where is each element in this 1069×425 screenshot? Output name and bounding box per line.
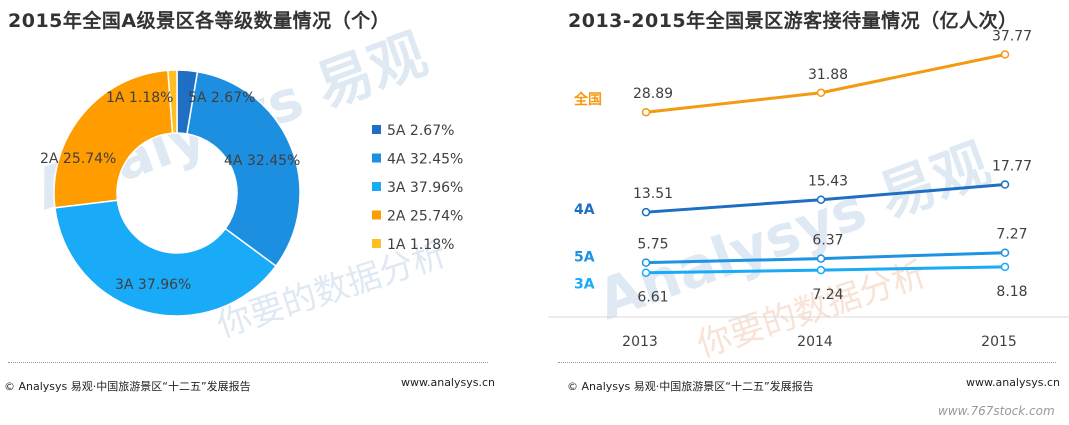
legend-swatch-4a	[372, 153, 381, 163]
donut-slice-3a	[54, 199, 278, 317]
donut-slice-2a	[53, 69, 174, 209]
data-label-3A-2013: 6.61	[637, 290, 668, 306]
donut-label-5a: 5A 2.67%	[188, 90, 255, 106]
right-divider	[558, 362, 1056, 363]
donut-slice-4a	[186, 70, 301, 268]
legend-label-3a: 3A 37.96%	[387, 180, 463, 196]
series-point-4A-2015	[1000, 180, 1010, 189]
donut-chart-title: 2015年全国A级景区各等级数量情况（个）	[8, 10, 391, 32]
data-label-3A-2014: 7.24	[812, 287, 843, 303]
data-label-5A-2014: 6.37	[812, 233, 843, 249]
right-footer-url[interactable]: www.analysys.cn	[966, 376, 1060, 389]
data-label-全国-2014: 31.88	[808, 67, 848, 83]
legend-label-5a: 5A 2.67%	[387, 123, 454, 139]
series-name-3A: 3A	[574, 277, 595, 293]
data-label-4A-2015: 17.77	[992, 158, 1032, 174]
donut-slice-1a	[167, 69, 178, 134]
x-tick-label-2015: 2015	[981, 334, 1017, 350]
series-point-3A-2015	[1000, 262, 1010, 272]
series-line-全国	[645, 53, 1006, 114]
data-label-全国-2013: 28.89	[633, 86, 673, 102]
series-point-3A-2013	[641, 268, 651, 277]
legend-label-4a: 4A 32.45%	[387, 152, 463, 168]
donut-label-4a: 4A 32.45%	[224, 153, 300, 169]
legend-swatch-1a	[372, 239, 381, 248]
right-footer-source: © Analysys 易观·中国旅游景区“十二五”发展报告	[567, 380, 814, 393]
line-chart: 2013 2014 2015 28.89 31.88 37.77 全国 13.51 15.43 1…	[548, 28, 1069, 350]
legend-swatch-3a	[372, 182, 381, 191]
series-point-5A-2014	[816, 254, 826, 263]
donut-chart: 5A 2.67% 4A 32.45% 3A 37.96% 2A 25.74% 1A 1.…	[40, 69, 463, 317]
data-label-4A-2014: 15.43	[808, 174, 848, 190]
line-chart-title: 2013-2015年全国景区游客接待量情况（亿人次）	[568, 10, 1018, 32]
data-label-5A-2015: 7.27	[996, 227, 1027, 243]
series-point-全国-2015	[1000, 50, 1010, 59]
donut-label-2a: 2A 25.74%	[40, 151, 116, 167]
donut-chart-panel: 2015年全国A级景区各等级数量情况（个） 5A 2.67% 4A 32.45% 3…	[0, 0, 500, 425]
series-point-5A-2015	[1000, 248, 1010, 257]
series-point-5A-2013	[641, 258, 651, 267]
line-chart-panel: 2013-2015年全国景区游客接待量情况（亿人次） 2013 2014 2015 2…	[548, 0, 1069, 425]
series-point-3A-2014	[816, 265, 826, 275]
series-name-5A: 5A	[574, 250, 595, 266]
data-label-全国-2015: 37.77	[992, 28, 1032, 44]
site-stamp: www.767stock.com	[938, 404, 1055, 418]
left-divider	[8, 362, 488, 363]
left-footer-source: © Analysys 易观·中国旅游景区“十二五”发展报告	[4, 380, 251, 393]
data-label-4A-2013: 13.51	[633, 186, 673, 202]
x-tick-label-2013: 2013	[622, 334, 658, 350]
series-line-3A	[645, 265, 1006, 275]
series-name-全国: 全国	[573, 91, 602, 108]
left-footer-url[interactable]: www.analysys.cn	[401, 376, 495, 389]
series-name-4A: 4A	[574, 202, 595, 218]
series-line-5A	[645, 251, 1006, 265]
series-point-全国-2013	[641, 107, 651, 117]
series-point-4A-2014	[816, 195, 826, 204]
data-label-5A-2013: 5.75	[637, 237, 668, 253]
x-tick-label-2014: 2014	[797, 334, 833, 350]
legend-swatch-2a	[372, 210, 381, 220]
legend-label-2a: 2A 25.74%	[387, 209, 463, 225]
donut-label-3a: 3A 37.96%	[115, 277, 191, 293]
legend-label-1a: 1A 1.18%	[387, 237, 454, 253]
legend-swatch-5a	[372, 125, 381, 134]
data-label-3A-2015: 8.18	[996, 284, 1027, 300]
series-point-4A-2013	[641, 207, 651, 217]
series-point-全国-2014	[816, 88, 826, 98]
donut-label-1a: 1A 1.18%	[106, 90, 173, 106]
